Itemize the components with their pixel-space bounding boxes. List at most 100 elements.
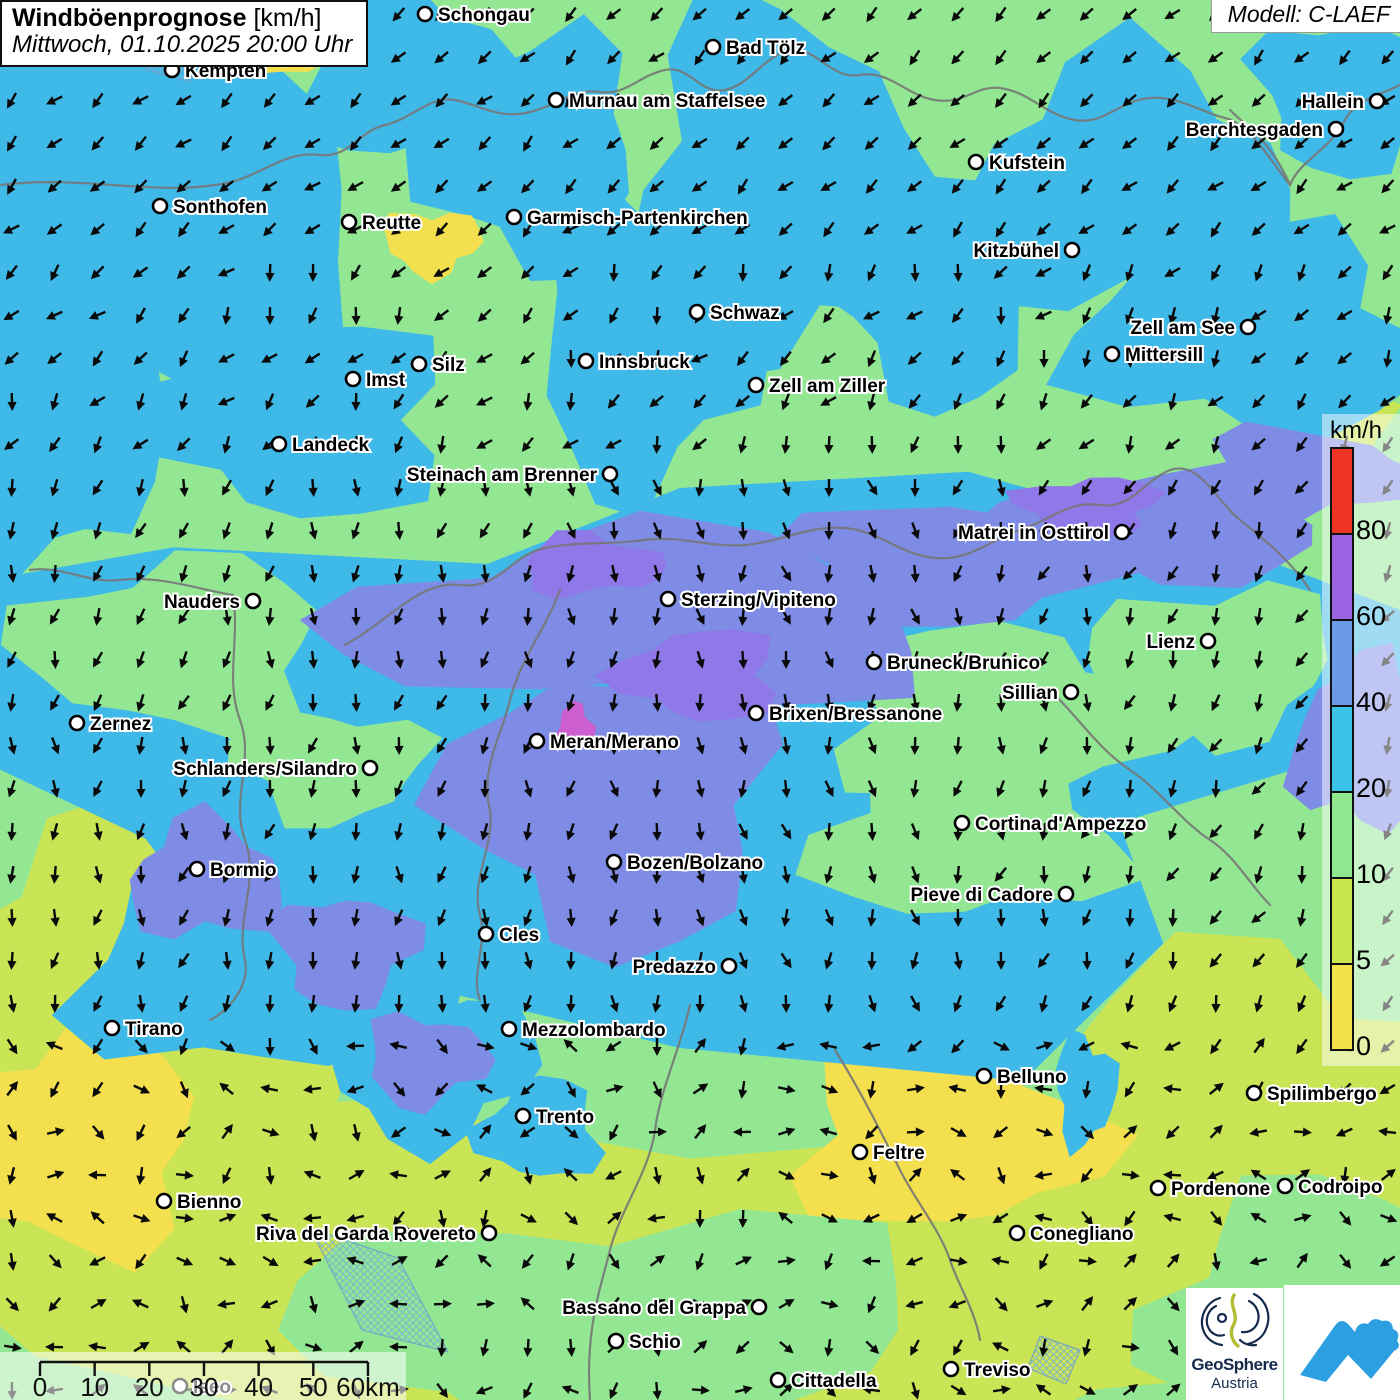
city: Brixen/Bressanone	[747, 702, 944, 727]
city: Mittersill	[1103, 343, 1205, 368]
city-label: Murnau am Staffelsee	[569, 91, 765, 112]
city-marker	[975, 1067, 993, 1085]
city: Riva del Garda	[254, 1222, 411, 1247]
legend-value: 60	[1356, 601, 1387, 631]
legend: km/h 80 60 40 20 10 5 0	[1322, 414, 1400, 1066]
city: Nauders	[162, 590, 262, 615]
city-label: Conegliano	[1030, 1224, 1133, 1245]
city: Zell am See	[1128, 316, 1257, 341]
city: Mezzolombardo	[500, 1018, 668, 1043]
city-label: Schlanders/Silandro	[173, 759, 357, 780]
city-label: Pieve di Cadore	[910, 885, 1053, 906]
city-label: Zell am See	[1130, 318, 1235, 339]
city-label: Mittersill	[1125, 345, 1203, 366]
city-label: Cortina d'Ampezzo	[975, 814, 1146, 835]
page-title: Windböenprognose [km/h]	[12, 4, 352, 32]
city-label: Nauders	[164, 592, 240, 613]
city-marker	[1062, 683, 1080, 701]
city-label: Lienz	[1146, 632, 1195, 653]
city: Garmisch-Partenkirchen	[505, 206, 750, 231]
city: Tirano	[103, 1017, 185, 1042]
city: Sterzing/Vipiteno	[659, 588, 838, 613]
city-marker	[688, 303, 706, 321]
city-label: Zell am Ziller	[769, 376, 886, 397]
city-marker	[270, 435, 288, 453]
city-label: Rovereto	[394, 1224, 476, 1245]
city: Predazzo	[631, 955, 738, 980]
legend-segment	[1332, 965, 1352, 1049]
city: Schongau	[416, 3, 532, 28]
geosphere-logo-icon	[1200, 1292, 1270, 1348]
city-marker	[720, 957, 738, 975]
city-marker	[607, 1332, 625, 1350]
city: Imst	[344, 368, 408, 393]
city-marker	[1368, 92, 1386, 110]
legend-segment	[1332, 621, 1352, 707]
geosphere-logo-text: GeoSphere	[1191, 1355, 1278, 1374]
city-marker	[68, 714, 86, 732]
city-label: Meran/Merano	[550, 732, 679, 753]
city-label: Brixen/Bressanone	[769, 704, 942, 725]
city-marker	[1113, 523, 1131, 541]
city: Feltre	[851, 1141, 927, 1166]
city: Sonthofen	[151, 195, 269, 220]
city-marker	[480, 1224, 498, 1242]
city-marker	[1063, 241, 1081, 259]
city: Innsbruck	[577, 350, 692, 375]
city-marker	[865, 653, 883, 671]
scale-bar-label: 0	[33, 1372, 47, 1400]
city-marker	[505, 208, 523, 226]
city: Cles	[477, 923, 541, 948]
city-label: Imst	[366, 370, 406, 391]
city-marker	[1245, 1084, 1263, 1102]
city-label: Sterzing/Vipiteno	[681, 590, 836, 611]
legend-value: 10	[1356, 859, 1387, 889]
city: Rovereto	[392, 1222, 498, 1247]
city-marker	[659, 590, 677, 608]
city-marker	[747, 376, 765, 394]
city-label: Trento	[536, 1107, 594, 1128]
legend-segment	[1332, 535, 1352, 621]
city-marker	[1103, 345, 1121, 363]
city: Sillian	[1000, 681, 1080, 706]
city: Reutte	[340, 211, 423, 236]
city-label: Bozen/Bolzano	[627, 853, 763, 874]
city: Cittadella	[769, 1369, 879, 1394]
city: Meran/Merano	[528, 730, 681, 755]
geosphere-logo: GeoSphere Austria	[1186, 1288, 1283, 1400]
city-marker	[1008, 1224, 1026, 1242]
city: Murnau am Staffelsee	[547, 89, 767, 114]
city-marker	[155, 1192, 173, 1210]
model-label: Modell: C-LAEF	[1210, 0, 1400, 33]
city: Bienno	[155, 1190, 243, 1215]
city: Zernez	[68, 712, 153, 737]
title-unit: [km/h]	[253, 4, 322, 32]
city-marker	[361, 759, 379, 777]
city-label: Garmisch-Partenkirchen	[527, 208, 748, 229]
scale-bar-label: 50	[299, 1372, 328, 1400]
city-label: Belluno	[997, 1067, 1067, 1088]
partner-logo	[1284, 1285, 1400, 1400]
city-label: Treviso	[964, 1360, 1031, 1381]
legend-value: 0	[1356, 1031, 1372, 1061]
city: Pordenone	[1149, 1177, 1272, 1202]
city: Cortina d'Ampezzo	[953, 812, 1148, 837]
city-label: Bad Tölz	[726, 38, 805, 59]
city: Pieve di Cadore	[908, 883, 1075, 908]
city-marker	[188, 860, 206, 878]
city-marker	[547, 91, 565, 109]
city-label: Mezzolombardo	[522, 1020, 666, 1041]
city-label: Pordenone	[1171, 1179, 1270, 1200]
mountain-logo-icon	[1300, 1319, 1399, 1382]
city-label: Cittadella	[791, 1371, 877, 1392]
city-marker	[103, 1019, 121, 1037]
city-label: Sonthofen	[173, 197, 267, 218]
city-marker	[953, 814, 971, 832]
city-label: Kufstein	[989, 153, 1065, 174]
city-marker	[410, 355, 428, 373]
city: Bad Tölz	[704, 36, 807, 61]
city-label: Landeck	[292, 435, 370, 456]
legend-value: 5	[1356, 945, 1372, 975]
city-marker	[1239, 318, 1257, 336]
